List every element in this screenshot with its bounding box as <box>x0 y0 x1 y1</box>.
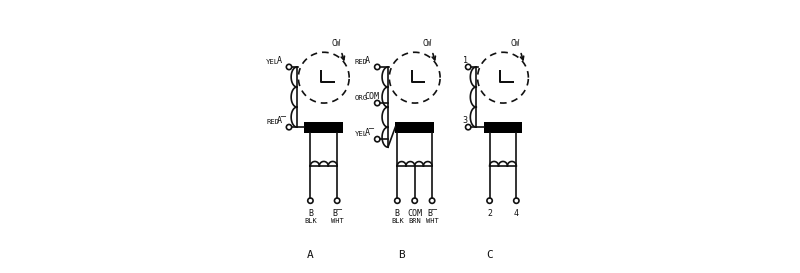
Text: 4: 4 <box>514 209 519 218</box>
Text: A̅: A̅ <box>277 116 286 125</box>
Text: BLK: BLK <box>304 218 317 224</box>
Text: 1: 1 <box>463 56 468 65</box>
Text: BLK: BLK <box>391 218 404 224</box>
Text: B: B <box>398 250 405 260</box>
Bar <box>304 121 343 133</box>
Bar <box>483 121 522 133</box>
Text: B: B <box>308 209 313 218</box>
Text: COM: COM <box>407 209 422 218</box>
Text: A: A <box>365 56 370 65</box>
Text: 3: 3 <box>463 116 468 125</box>
Text: WHT: WHT <box>330 218 343 224</box>
Text: CW: CW <box>331 39 341 48</box>
Bar <box>395 121 434 133</box>
Text: COM: COM <box>365 92 380 101</box>
Text: B̅: B̅ <box>332 209 342 218</box>
Text: YEL: YEL <box>354 131 368 137</box>
Text: RED: RED <box>354 59 368 65</box>
Text: CW: CW <box>422 39 431 48</box>
Text: ORG: ORG <box>354 95 368 101</box>
Text: WHT: WHT <box>426 218 438 224</box>
Text: YEL: YEL <box>266 59 279 65</box>
Text: RED: RED <box>266 119 279 125</box>
Text: B̅: B̅ <box>427 209 437 218</box>
Text: CW: CW <box>510 39 520 48</box>
Text: B: B <box>395 209 400 218</box>
Text: 2: 2 <box>487 209 492 218</box>
Text: BRN: BRN <box>408 218 421 224</box>
Text: A: A <box>307 250 314 260</box>
Text: C: C <box>486 250 493 260</box>
Text: A̅: A̅ <box>365 128 374 137</box>
Text: A: A <box>277 56 282 65</box>
